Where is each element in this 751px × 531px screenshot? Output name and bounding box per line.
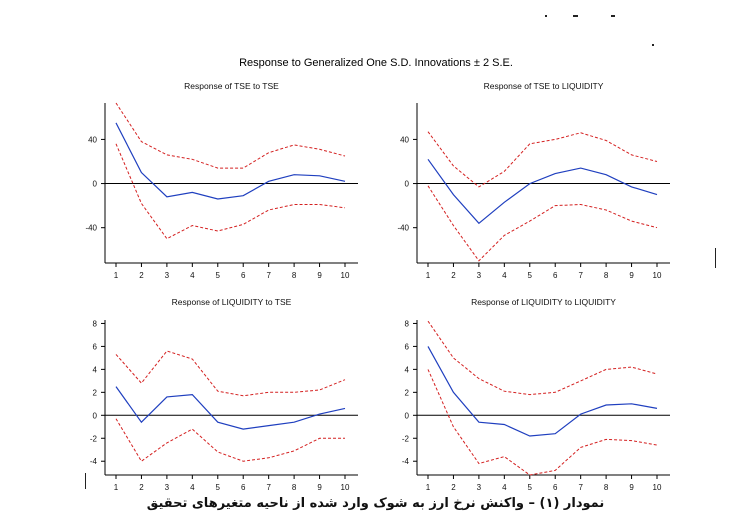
scan-mark [85, 473, 86, 489]
x-tick-label: 6 [553, 271, 558, 280]
y-tick-label: 6 [405, 342, 410, 351]
x-tick-label: 7 [266, 271, 271, 280]
x-tick-label: 8 [604, 271, 609, 280]
figure-caption: نمودار (۱) – واکنش نرخ ارز به شوک وارد ش… [146, 496, 605, 511]
x-tick-label: 4 [190, 271, 195, 280]
lower-band-line [427, 369, 658, 476]
x-tick-label: 5 [528, 271, 533, 280]
y-tick-label: 6 [93, 342, 98, 351]
x-tick-label: 6 [241, 483, 246, 492]
y-tick-label: -2 [90, 434, 98, 443]
x-tick-label: 3 [165, 271, 170, 280]
response-line [115, 122, 346, 200]
lower-band-line [115, 143, 346, 240]
figure-title: Response to Generalized One S.D. Innovat… [239, 57, 513, 69]
y-tick-label: 0 [405, 411, 410, 420]
x-tick-label: 1 [426, 483, 431, 492]
x-tick-label: 10 [341, 483, 350, 492]
scan-mark [573, 15, 578, 17]
x-tick-label: 6 [553, 483, 558, 492]
x-tick-label: 4 [190, 483, 195, 492]
y-tick-label: 8 [405, 319, 410, 328]
y-tick-label: 40 [400, 135, 409, 144]
y-tick-label: 0 [405, 180, 410, 189]
y-tick-label: 4 [405, 365, 410, 374]
chart-panel: Response of LIQUIDITY to LIQUIDITY 8 6 4 2 0 -… [402, 297, 670, 492]
x-tick-label: 2 [451, 483, 456, 492]
chart-title: Response of LIQUIDITY to TSE [172, 297, 292, 307]
upper-band-line [427, 131, 658, 188]
x-tick-label: 8 [604, 483, 609, 492]
y-tick-label: -2 [402, 434, 410, 443]
x-tick-label: 7 [578, 483, 583, 492]
x-tick-label: 7 [578, 271, 583, 280]
x-tick-label: 9 [629, 271, 634, 280]
x-tick-label: 3 [165, 483, 170, 492]
y-tick-label: 2 [405, 388, 410, 397]
chart-panel: Response of TSE to TSE 40 0 -40 1 2 3 4 5 6 7 8 9 10 [85, 81, 358, 280]
x-tick-label: 2 [139, 483, 144, 492]
x-tick-label: 10 [653, 271, 662, 280]
x-tick-label: 1 [114, 271, 119, 280]
x-tick-label: 3 [477, 483, 482, 492]
x-tick-label: 7 [266, 483, 271, 492]
y-tick-label: 8 [93, 319, 98, 328]
scan-mark [715, 248, 716, 268]
y-tick-label: 40 [88, 135, 97, 144]
x-tick-label: 5 [216, 483, 221, 492]
x-tick-label: 9 [629, 483, 634, 492]
y-tick-label: 2 [93, 388, 98, 397]
upper-band-line [115, 102, 346, 169]
x-tick-label: 1 [426, 271, 431, 280]
response-line [115, 386, 346, 430]
chart-title: Response of TSE to TSE [184, 81, 279, 91]
x-tick-label: 2 [451, 271, 456, 280]
x-tick-label: 1 [114, 483, 119, 492]
upper-band-line [115, 350, 346, 397]
x-tick-label: 8 [292, 271, 297, 280]
lower-band-line [427, 185, 658, 262]
lower-band-line [115, 418, 345, 462]
x-tick-label: 2 [139, 271, 144, 280]
chart-panel: Response of TSE to LIQUIDITY 40 0 -40 1 2 3 4 5 6… [397, 81, 670, 280]
y-tick-label: 0 [93, 180, 98, 189]
y-tick-label: -4 [90, 457, 98, 466]
response-line [427, 158, 658, 225]
x-tick-label: 6 [241, 271, 246, 280]
y-tick-label: 4 [93, 365, 98, 374]
x-tick-label: 4 [502, 483, 507, 492]
x-tick-label: 10 [653, 483, 662, 492]
x-tick-label: 8 [292, 483, 297, 492]
y-tick-label: -4 [402, 457, 410, 466]
x-tick-label: 10 [341, 271, 350, 280]
x-tick-label: 3 [477, 271, 482, 280]
chart-title: Response of TSE to LIQUIDITY [484, 81, 604, 91]
x-tick-label: 5 [528, 483, 533, 492]
response-line [427, 346, 658, 437]
x-tick-label: 4 [502, 271, 507, 280]
scan-mark [652, 44, 654, 46]
upper-band-line [427, 320, 658, 396]
x-tick-label: 9 [317, 271, 322, 280]
x-tick-label: 5 [216, 271, 221, 280]
chart-title: Response of LIQUIDITY to LIQUIDITY [471, 297, 616, 307]
x-tick-label: 9 [317, 483, 322, 492]
scan-mark [545, 15, 547, 17]
y-tick-label: 0 [93, 411, 98, 420]
y-tick-label: -40 [397, 224, 409, 233]
chart-panel: Response of LIQUIDITY to TSE 8 6 4 2 0 -2 -4 1 2 3… [90, 297, 358, 492]
y-tick-label: -40 [85, 224, 97, 233]
scan-mark [611, 15, 615, 17]
